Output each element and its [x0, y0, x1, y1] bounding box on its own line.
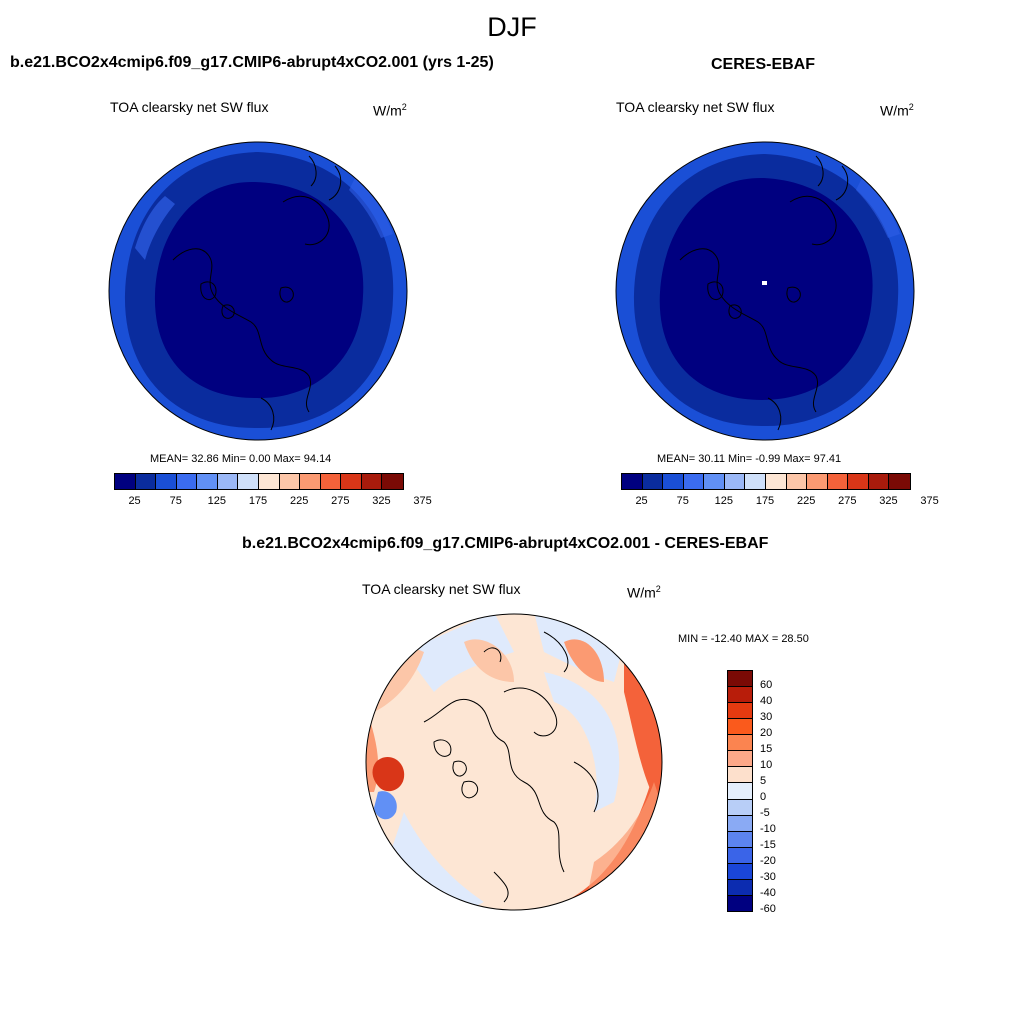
colorbar-swatch: [728, 783, 752, 800]
panel-2-stats: MEAN= 30.11 Min= -0.99 Max= 97.41: [657, 453, 842, 465]
panel-3-polar-map: [365, 613, 663, 911]
colorbar-tick-label: 25: [635, 495, 648, 507]
colorbar-swatch: [745, 474, 766, 489]
colorbar-tick-label: 60: [760, 679, 773, 691]
colorbar-swatch: [704, 474, 725, 489]
colorbar-swatch: [382, 474, 403, 489]
colorbar-tick-label: -10: [760, 823, 776, 835]
panel-1-colorbar: [114, 473, 404, 490]
colorbar-swatch: [765, 474, 787, 489]
colorbar-swatch: [217, 474, 239, 489]
colorbar-swatch: [724, 474, 746, 489]
panel-3-variable: TOA clearsky net SW flux: [362, 581, 521, 597]
panel-1-stats: MEAN= 32.86 Min= 0.00 Max= 94.14: [150, 453, 332, 465]
colorbar-swatch: [238, 474, 259, 489]
panel-3-colorbar: [727, 670, 753, 912]
colorbar-swatch: [728, 687, 752, 704]
colorbar-tick-label: 375: [413, 495, 432, 507]
colorbar-tick-label: -30: [760, 871, 776, 883]
colorbar-swatch: [728, 895, 752, 911]
colorbar-swatch: [889, 474, 910, 489]
colorbar-tick-label: -5: [760, 807, 770, 819]
panel-1-polar-map: [108, 141, 408, 441]
colorbar-tick-label: 30: [760, 711, 773, 723]
colorbar-swatch: [728, 671, 752, 688]
panel-2-title: CERES-EBAF: [711, 56, 816, 73]
colorbar-tick-label: 325: [372, 495, 391, 507]
panel-2-variable: TOA clearsky net SW flux: [616, 99, 775, 115]
colorbar-tick-label: -60: [760, 903, 776, 915]
colorbar-tick-label: 5: [760, 775, 767, 787]
colorbar-tick-label: 75: [676, 495, 689, 507]
colorbar-swatch: [320, 474, 342, 489]
colorbar-tick-label: 125: [714, 495, 734, 507]
colorbar-tick-label: 325: [879, 495, 898, 507]
colorbar-tick-label: 125: [207, 495, 227, 507]
colorbar-swatch: [361, 474, 383, 489]
colorbar-tick-label: 275: [838, 495, 857, 507]
colorbar-swatch: [279, 474, 301, 489]
colorbar-swatch: [807, 474, 828, 489]
colorbar-swatch: [786, 474, 808, 489]
panel-2-units: W/m2: [880, 102, 914, 119]
colorbar-swatch: [728, 799, 752, 816]
panel-2-polar-map: [615, 141, 915, 441]
panel-3-title: b.e21.BCO2x4cmip6.f09_g17.CMIP6-abrupt4x…: [242, 535, 769, 552]
panel-3-stats: MIN = -12.40 MAX = 28.50: [678, 633, 809, 645]
colorbar-tick-label: 10: [760, 759, 773, 771]
colorbar-swatch: [258, 474, 280, 489]
colorbar-swatch: [642, 474, 664, 489]
colorbar-tick-label: 25: [128, 495, 141, 507]
colorbar-swatch: [622, 474, 643, 489]
colorbar-swatch: [728, 767, 752, 784]
colorbar-swatch: [827, 474, 849, 489]
colorbar-swatch: [197, 474, 218, 489]
colorbar-tick-label: 225: [289, 495, 309, 507]
colorbar-swatch: [728, 751, 752, 768]
colorbar-swatch: [115, 474, 136, 489]
colorbar-swatch: [728, 847, 752, 864]
colorbar-swatch: [341, 474, 362, 489]
colorbar-swatch: [300, 474, 321, 489]
colorbar-swatch: [176, 474, 198, 489]
colorbar-tick-label: 75: [169, 495, 182, 507]
colorbar-swatch: [728, 815, 752, 832]
colorbar-swatch: [728, 735, 752, 752]
panel-3-units: W/m2: [627, 584, 661, 601]
panel-2-colorbar: [621, 473, 911, 490]
colorbar-tick-label: 275: [331, 495, 350, 507]
colorbar-swatch: [663, 474, 684, 489]
colorbar-swatch: [135, 474, 157, 489]
colorbar-swatch: [848, 474, 869, 489]
panel-1-variable: TOA clearsky net SW flux: [110, 99, 269, 115]
colorbar-swatch: [728, 831, 752, 848]
colorbar-tick-label: 375: [920, 495, 939, 507]
figure-title: DJF: [487, 12, 537, 42]
colorbar-tick-label: 15: [760, 743, 773, 755]
colorbar-swatch: [868, 474, 890, 489]
colorbar-swatch: [683, 474, 705, 489]
colorbar-swatch: [728, 703, 752, 720]
colorbar-swatch: [728, 879, 752, 896]
colorbar-tick-label: 40: [760, 695, 773, 707]
colorbar-tick-label: 225: [796, 495, 816, 507]
colorbar-tick-label: 0: [760, 791, 767, 803]
colorbar-tick-label: 20: [760, 727, 773, 739]
panel-1-title: b.e21.BCO2x4cmip6.f09_g17.CMIP6-abrupt4x…: [10, 54, 494, 71]
colorbar-swatch: [728, 863, 752, 880]
colorbar-swatch: [728, 719, 752, 736]
colorbar-swatch: [156, 474, 177, 489]
colorbar-tick-label: -20: [760, 855, 776, 867]
colorbar-tick-label: 175: [755, 495, 775, 507]
colorbar-tick-label: -40: [760, 887, 776, 899]
colorbar-tick-label: -15: [760, 839, 776, 851]
colorbar-tick-label: 175: [248, 495, 268, 507]
panel-1-units: W/m2: [373, 102, 407, 119]
